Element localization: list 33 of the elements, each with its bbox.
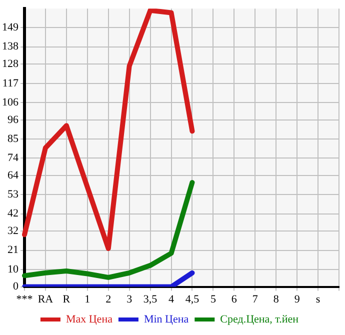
y-tick-label: 74 bbox=[8, 152, 19, 164]
y-tick-label: 53 bbox=[8, 188, 19, 201]
y-tick-label: 21 bbox=[8, 244, 18, 256]
x-tick-label: 7 bbox=[252, 293, 258, 306]
x-tick-label: 9 bbox=[294, 293, 300, 306]
y-tick-label: 138 bbox=[2, 40, 19, 53]
x-tick-label: RA bbox=[38, 293, 54, 306]
y-tick-label: 117 bbox=[2, 77, 19, 90]
legend-label: Сред.Цена, т.йен bbox=[220, 313, 299, 326]
x-tick-label: 4,5 bbox=[185, 293, 200, 306]
x-tick-label: 4 bbox=[168, 293, 175, 306]
y-tick-label: 10 bbox=[8, 263, 19, 276]
x-tick-label: s bbox=[316, 293, 320, 306]
y-tick-label: 96 bbox=[8, 114, 19, 126]
x-tick-label: 8 bbox=[273, 293, 280, 306]
y-tick-label: 42 bbox=[8, 208, 18, 220]
x-tick-label: 6 bbox=[231, 293, 238, 306]
y-tick-label: 0 bbox=[13, 280, 19, 293]
legend-label: Min Цена bbox=[144, 313, 189, 326]
y-tick-label: 85 bbox=[8, 132, 19, 145]
x-tick-label: 3,5 bbox=[143, 293, 158, 306]
x-tick-label: 2 bbox=[106, 293, 112, 306]
y-tick-label: 32 bbox=[8, 225, 18, 238]
y-tick-label: 128 bbox=[2, 58, 19, 70]
y-tick-label: 106 bbox=[2, 96, 19, 108]
x-tick-label: 5 bbox=[210, 293, 216, 306]
x-tick-label: R bbox=[62, 293, 71, 306]
legend-label: Max Цена bbox=[66, 313, 113, 326]
x-tick-label: *** bbox=[16, 293, 33, 306]
y-tick-label: 149 bbox=[2, 22, 19, 34]
y-tick-label: 64 bbox=[8, 169, 19, 182]
x-tick-label: 3 bbox=[126, 293, 133, 306]
x-tick-label: 1 bbox=[84, 293, 90, 306]
